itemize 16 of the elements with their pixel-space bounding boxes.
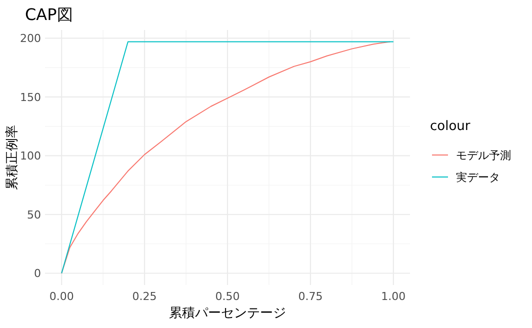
legend-label: モデル予測 <box>456 149 511 162</box>
chart-title: CAP図 <box>25 5 73 24</box>
x-tick-label: 0.25 <box>132 290 157 303</box>
x-tick-label: 0.75 <box>298 290 323 303</box>
x-tick-label: 1.00 <box>381 290 406 303</box>
y-tick-label: 0 <box>34 267 41 280</box>
y-axis-title: 累積正例率 <box>4 125 20 190</box>
legend-label: 実データ <box>456 171 500 184</box>
x-tick-label: 0.00 <box>49 290 74 303</box>
x-tick-label: 0.50 <box>215 290 240 303</box>
y-tick-label: 50 <box>27 208 41 222</box>
legend-title: colour <box>430 119 471 134</box>
y-tick-label: 100 <box>20 150 41 163</box>
y-tick-label: 150 <box>20 90 41 104</box>
x-axis-title: 累積パーセンテージ <box>169 306 286 321</box>
y-tick-label: 200 <box>20 32 41 46</box>
